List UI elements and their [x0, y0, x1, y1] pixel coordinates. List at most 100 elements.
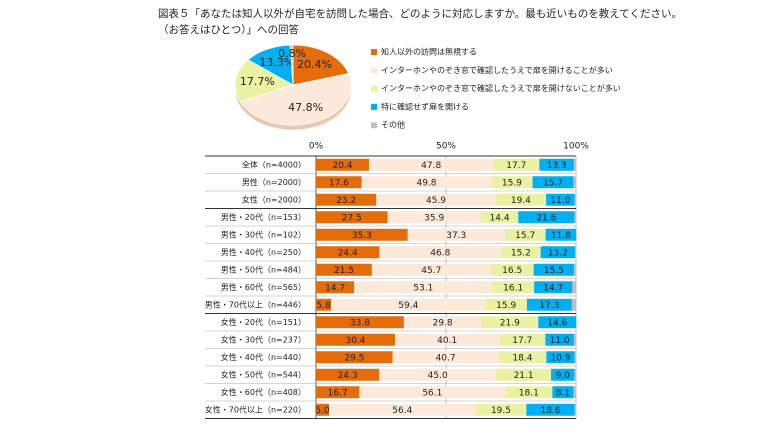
bar-segment: [491, 176, 533, 189]
bar-value-label: 14.7: [325, 283, 345, 293]
bar-value-label: 21.1: [514, 371, 534, 381]
bar-value-label: 10.9: [551, 353, 571, 363]
bar-value-label: 45.0: [428, 371, 448, 381]
chart-title: 図表５「あなたは知人以外が自宅を訪問した場合、どのように対応しますか。最も近いも…: [158, 7, 682, 20]
bar-segment: [481, 316, 539, 329]
bar-segment: [316, 316, 404, 329]
bar-segment: [316, 211, 388, 224]
category-label: 女性・30代（n=237）: [221, 334, 306, 344]
pie-label: 0.8%: [278, 47, 306, 60]
bar-value-label: 56.4: [392, 406, 412, 416]
bar-value-label: 18.6: [540, 406, 560, 416]
legend-swatch: [371, 49, 377, 55]
bar-value-label: 33.8: [350, 318, 370, 328]
bar-value-label: 59.4: [398, 301, 418, 311]
bar-value-label: 8.1: [556, 388, 570, 398]
bar-value-label: 24.4: [338, 248, 358, 258]
category-label: 女性・60代（n=408）: [221, 387, 306, 397]
bar-segment: [379, 368, 497, 381]
bar-segment: [359, 386, 506, 399]
category-label: 女性・40代（n=440）: [221, 352, 306, 362]
bar-segment: [376, 193, 496, 206]
category-label: 男性・50代（n=484）: [221, 264, 306, 274]
bar-value-label: 5.0: [315, 406, 330, 416]
bar-segment: [574, 246, 576, 259]
bar-segment: [379, 246, 502, 259]
bar-segment: [573, 263, 576, 276]
bar-value-label: 40.1: [437, 336, 457, 346]
bar-segment: [395, 333, 500, 346]
bar-segment: [533, 263, 574, 276]
legend-swatch: [371, 103, 377, 110]
bar-segment: [316, 281, 355, 294]
bar-segment: [551, 368, 575, 381]
bar-segment: [316, 333, 396, 346]
category-label: 男性・70代以上（n=446）: [205, 299, 306, 309]
bar-segment: [495, 193, 547, 206]
pie-slice: [234, 59, 295, 103]
legend-label: 特に確認せず扉を開ける: [381, 101, 469, 111]
bar-segment: [485, 298, 527, 311]
bar-value-label: 45.9: [426, 196, 446, 206]
bar-segment: [316, 176, 362, 189]
legend-label: インターホンやのぞき窓で確認したうえで扉を開けることが多い: [381, 65, 613, 75]
bar-value-label: 21.6: [536, 213, 556, 223]
pie-slice: [239, 73, 352, 126]
bar-segment: [496, 368, 552, 381]
category-label: 男性・30代（n=102）: [221, 229, 306, 239]
bar-value-label: 17.6: [329, 178, 349, 188]
bar-segment: [545, 228, 577, 241]
category-label: 女性・50代（n=544）: [221, 369, 306, 379]
bar-value-label: 37.3: [446, 231, 466, 241]
bar-value-label: 15.7: [543, 178, 563, 188]
bar-segment: [316, 403, 329, 416]
legend-swatch: [371, 85, 377, 92]
bar-segment: [316, 228, 408, 241]
bar-segment: [552, 386, 574, 399]
bar-segment: [316, 193, 377, 206]
bar-segment: [574, 351, 576, 364]
bar-segment: [480, 211, 519, 224]
bar-value-label: 18.4: [512, 353, 532, 363]
bar-segment: [546, 351, 575, 364]
x-tick-label: 100%: [563, 142, 589, 152]
bar-value-label: 13.2: [548, 248, 568, 258]
bar-segment: [572, 281, 576, 294]
bar-value-label: 11.8: [551, 231, 571, 241]
bar-segment: [538, 316, 577, 329]
bar-value-label: 16.5: [502, 266, 522, 276]
bar-segment: [571, 298, 576, 311]
pie-label: 47.8%: [288, 101, 323, 114]
bar-segment: [316, 368, 380, 381]
bar-segment: [492, 281, 535, 294]
bar-segment: [546, 193, 575, 206]
pie-label: 13.3%: [259, 56, 294, 69]
bar-segment: [499, 333, 546, 346]
legend-label: インターホンやのぞき窓で確認したうえで扉を開けないことが多い: [381, 83, 621, 93]
bar-segment: [573, 158, 576, 171]
category-label: 男性・40代（n=250）: [221, 247, 306, 257]
bar-segment: [403, 316, 482, 329]
bar-value-label: 29.5: [344, 353, 364, 363]
bar-segment: [331, 298, 486, 311]
bar-segment: [518, 211, 575, 224]
bar-value-label: 14.6: [547, 318, 567, 328]
bar-segment: [574, 211, 576, 224]
category-label: 男性・20代（n=153）: [221, 212, 306, 222]
bar-segment: [316, 386, 360, 399]
bar-value-label: 23.2: [336, 196, 356, 206]
bar-value-label: 17.7: [512, 336, 532, 346]
bar-value-label: 21.5: [334, 266, 354, 276]
bar-segment: [392, 351, 499, 364]
bar-value-label: 9.0: [556, 371, 571, 381]
category-label: 男性・60代（n=565）: [221, 282, 306, 292]
bar-value-label: 14.7: [543, 283, 563, 293]
bar-segment: [505, 386, 553, 399]
bar-segment: [316, 158, 370, 171]
bar-value-label: 19.4: [511, 196, 531, 206]
bar-segment: [526, 403, 575, 416]
bar-value-label: 29.8: [433, 318, 453, 328]
bar-segment: [371, 263, 491, 276]
